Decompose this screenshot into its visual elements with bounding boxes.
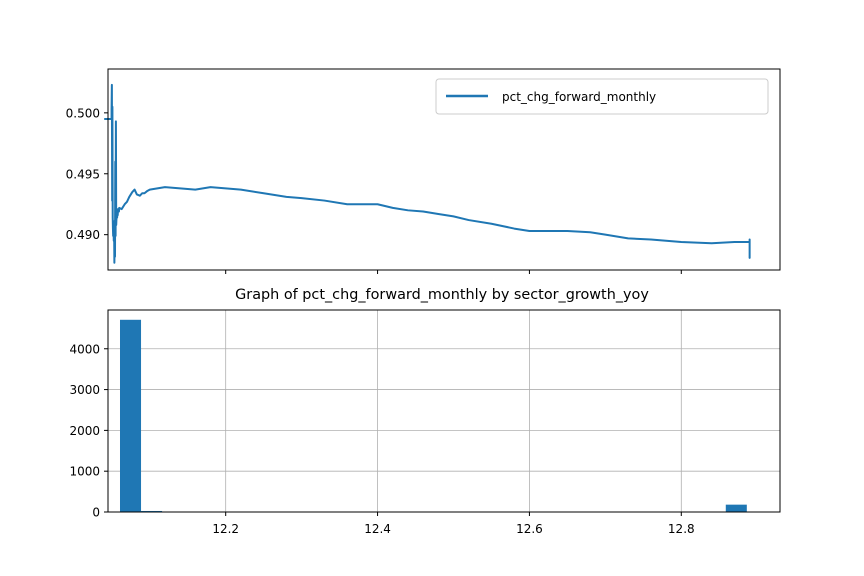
y-tick-label: 0 [92, 506, 100, 520]
legend-box [435, 78, 769, 115]
line-chart-y-axis: 0.490 0.495 0.500 [66, 106, 108, 242]
y-tick-label: 4000 [69, 342, 100, 356]
histogram-bars [119, 319, 747, 512]
histogram-frame [107, 309, 781, 513]
y-tick-label: 0.490 [66, 228, 100, 242]
series-line [104, 83, 751, 264]
histogram-x-axis: 12.2 12.4 12.6 12.8 [212, 512, 695, 536]
histogram-y-axis: 0 1000 2000 3000 4000 [69, 342, 108, 520]
histogram-title: Graph of pct_chg_forward_monthly by sect… [235, 287, 649, 303]
histogram-chart: 0 1000 2000 3000 4000 12.2 12.4 12.6 12.8 [69, 309, 781, 536]
line-chart-x-axis [225, 270, 682, 274]
legend-label: pct_chg_forward_monthly [502, 90, 656, 104]
x-tick-label: 12.2 [212, 522, 239, 536]
y-tick-label: 0.495 [66, 167, 100, 181]
line-chart-legend: pct_chg_forward_monthly [435, 78, 769, 115]
y-tick-label: 2000 [69, 424, 100, 438]
y-tick-label: 3000 [69, 383, 100, 397]
line-chart-series [104, 83, 751, 264]
x-tick-label: 12.4 [364, 522, 391, 536]
line-chart-frame [107, 68, 781, 271]
x-tick-label: 12.8 [668, 522, 695, 536]
histogram-bar [725, 504, 747, 512]
histogram-bar [141, 510, 163, 512]
x-tick-label: 12.6 [516, 522, 543, 536]
y-tick-label: 1000 [69, 465, 100, 479]
y-tick-label: 0.500 [66, 106, 100, 120]
line-chart: 0.490 0.495 0.500 pct_chg_forward_monthly [66, 68, 781, 274]
histogram-bar [119, 319, 142, 512]
